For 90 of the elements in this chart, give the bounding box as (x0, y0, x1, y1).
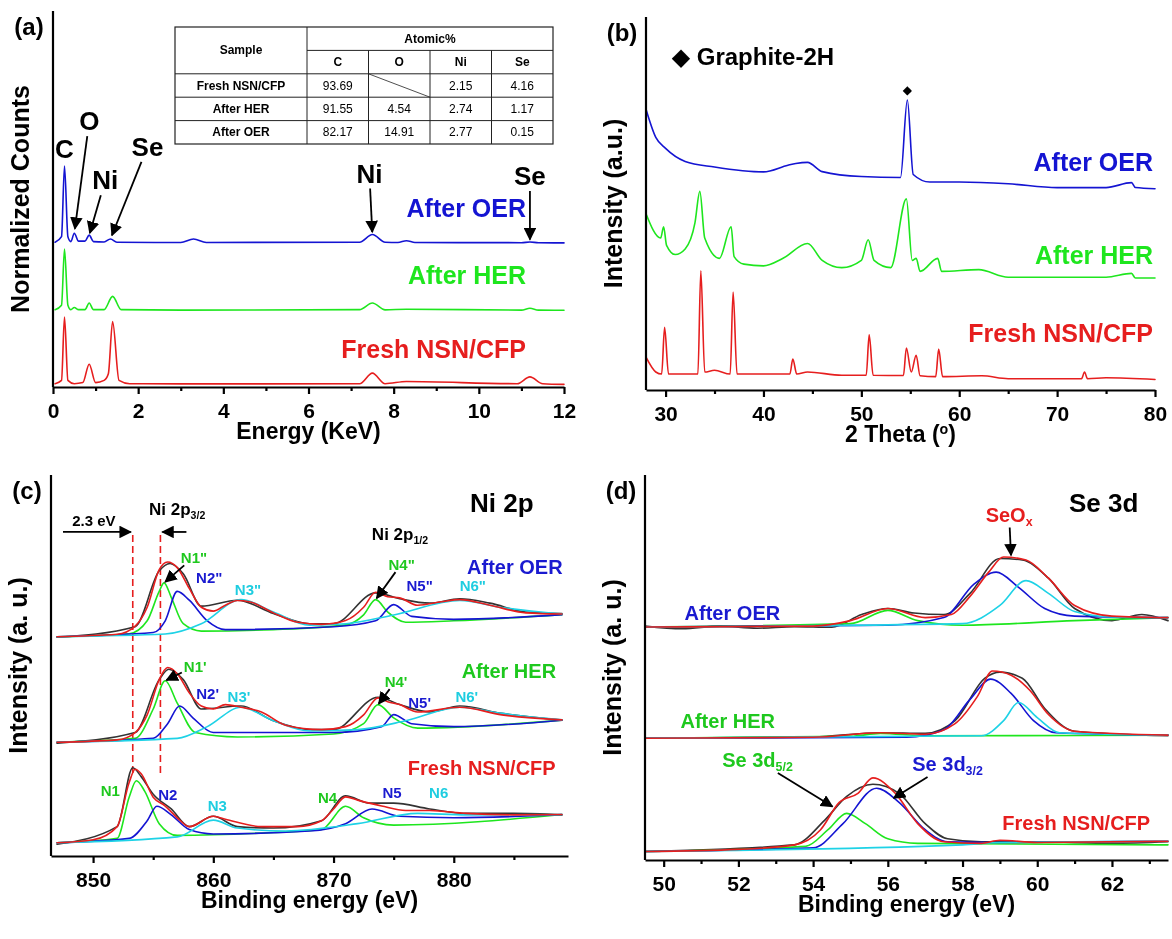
series-label: Fresh NSN/CFP (341, 335, 526, 364)
x-tick-label: 4 (217, 399, 230, 422)
annotation: N4 (317, 788, 338, 806)
text: 14.91 (384, 125, 415, 140)
text: Se (514, 55, 530, 70)
text: Ni 2p (470, 488, 534, 519)
x-tick-label: 12 (552, 399, 577, 422)
text: Ni 2p$_{3/2}$ (149, 499, 206, 522)
series-label: After OER (1033, 147, 1153, 176)
chart-title: (b) (606, 19, 638, 46)
text: Se 3d (1068, 488, 1139, 519)
annotation: After OER (467, 555, 564, 578)
text: 2.3 eV (72, 511, 116, 529)
annotation: N5" (406, 576, 433, 594)
annotation: After HER (680, 709, 776, 732)
annotation: Ni (92, 165, 119, 196)
text: Ni (454, 55, 467, 70)
annotation: N4' (384, 672, 408, 690)
x-tick-label: 50 (652, 872, 676, 895)
annotation: SeO$_{x}$ (985, 504, 1033, 529)
x-tick-label: 8 (388, 399, 401, 422)
annotation: N5' (408, 693, 432, 711)
annotation: Se (514, 161, 546, 192)
series-label: After HER (1034, 241, 1153, 270)
text: ◆ Graphite-2H (671, 42, 835, 70)
x-tick-label: 880 (436, 868, 472, 891)
annotation: ◆ (902, 83, 913, 97)
annotation: N6 (429, 783, 449, 801)
x-tick-label: 80 (1143, 402, 1168, 425)
text: 2.15 (449, 78, 473, 93)
x-tick-label: 10 (467, 399, 492, 422)
annotation: Ni (356, 158, 383, 189)
annotation: After OER (684, 601, 781, 624)
annotation: N3' (227, 687, 251, 705)
annotation: N3 (207, 796, 227, 814)
text: C (333, 55, 343, 70)
annotation: N2" (196, 568, 223, 586)
chart-title: (d) (605, 477, 637, 504)
annotation: N6" (459, 576, 486, 594)
series-label: After HER (407, 261, 526, 290)
annotation: N6' (455, 687, 479, 705)
text: 82.17 (322, 125, 354, 140)
annotation: Se 3d$_{3/2}$ (912, 753, 983, 779)
y-axis-title: Intensity (a.u.) (599, 118, 627, 289)
x-tick-label: 850 (76, 868, 112, 891)
text: Atomic% (404, 31, 456, 46)
x-tick-label: 62 (1100, 872, 1125, 895)
text: 0.15 (510, 125, 535, 140)
y-axis-title: Intensity (a. u.) (4, 577, 32, 754)
annotation: After HER (461, 660, 557, 683)
text: 4.54 (387, 101, 412, 116)
annotation: N1 (100, 781, 120, 799)
x-tick-label: 30 (654, 402, 678, 425)
text: 2.77 (449, 125, 473, 140)
x-tick-label: 0 (47, 399, 60, 422)
text: Sample (219, 43, 263, 58)
text: 2.74 (449, 101, 473, 116)
x-tick-label: 52 (727, 872, 751, 895)
chart-title: (a) (14, 13, 44, 40)
y-axis-title: Intensity (a. u.) (598, 579, 626, 756)
annotation: N1' (183, 657, 207, 675)
text: 4.16 (510, 78, 535, 93)
annotation: N3" (234, 580, 262, 598)
text: Fresh NSN/CFP (196, 78, 286, 93)
annotation: C (55, 134, 75, 164)
text: After HER (212, 101, 270, 116)
text: After OER (212, 125, 270, 140)
annotation: N2 (158, 785, 178, 803)
text: O (394, 55, 404, 70)
annotation: O (79, 106, 100, 137)
x-tick-label: 70 (1045, 402, 1070, 425)
text: 91.55 (322, 101, 354, 116)
annotation: Se 3d$_{5/2}$ (722, 749, 793, 775)
annotation: N5 (382, 783, 402, 801)
x-tick-label: 60 (1026, 872, 1050, 895)
x-tick-label: 40 (752, 402, 776, 425)
annotation: N1" (180, 548, 208, 566)
annotation: Se (131, 131, 164, 162)
annotation: Fresh NSN/CFP (1002, 811, 1151, 834)
annotation: N4" (388, 555, 415, 573)
series-label: After OER (406, 193, 526, 222)
chart-title: (c) (12, 477, 42, 504)
x-tick-label: 2 (132, 399, 145, 422)
text: 1.17 (510, 101, 535, 116)
annotation: N2' (196, 684, 220, 702)
series-label: Fresh NSN/CFP (968, 318, 1153, 347)
annotation: Fresh NSN/CFP (407, 757, 556, 780)
text: Ni 2p$_{1/2}$ (371, 524, 429, 547)
text: 93.69 (322, 78, 354, 93)
y-axis-title: Normalized Counts (6, 85, 34, 313)
